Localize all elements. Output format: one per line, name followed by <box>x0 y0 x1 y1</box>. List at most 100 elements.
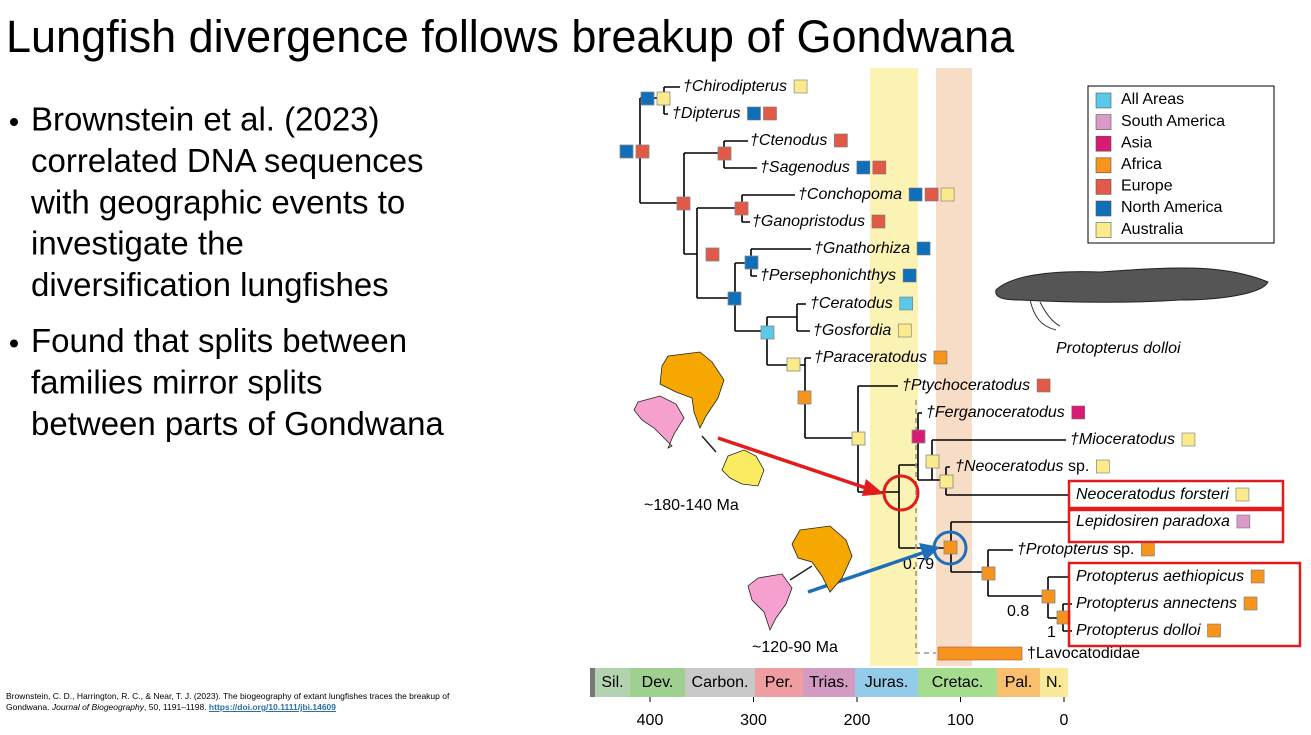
legend-label: South America <box>1121 113 1225 130</box>
tip-name: †Dipterus <box>672 105 740 122</box>
period-label: Pal. <box>1005 674 1033 691</box>
legend-label: Australia <box>1121 221 1183 238</box>
bullet-line: with geographic events to <box>30 183 405 220</box>
period-box <box>855 668 918 697</box>
tip-name: †Mioceratodus <box>1070 431 1175 448</box>
tip-name: †Ctenodus <box>750 132 827 149</box>
area-square <box>1096 459 1110 474</box>
bullet-line: Found that splits between <box>31 322 407 359</box>
tip-name: †Conchopoma <box>798 186 902 203</box>
tip-label: Protopterus annectens <box>1076 595 1237 612</box>
tip-name: †Sagenodus <box>760 159 850 176</box>
period-box <box>997 668 1040 697</box>
bullet-line: diversification lungfishes <box>31 266 389 303</box>
legend-swatch <box>1095 200 1112 217</box>
tip-name: †Ganopristodus <box>752 213 865 230</box>
tip-name: †Ptychoceratodus <box>902 377 1030 394</box>
area-square <box>940 187 955 202</box>
period-box <box>685 668 755 697</box>
tip-label: †Sagenodus <box>760 159 850 176</box>
tip-label: †Ganopristodus <box>752 213 865 230</box>
tip-label: †Dipterus <box>672 105 740 122</box>
tip-name: †Gnathorhiza <box>814 240 910 257</box>
tip-label: †Chirodipterus <box>683 78 787 95</box>
tip-label: †Ceratodus <box>810 295 893 312</box>
period-box <box>755 668 803 697</box>
tip-label: †Gnathorhiza <box>814 240 910 257</box>
bullet-line: families mirror splits <box>31 364 323 401</box>
axis-tick-label: 200 <box>844 712 871 729</box>
legend-swatch <box>1095 92 1112 109</box>
bullet-dot <box>10 339 18 348</box>
period-box <box>803 668 855 697</box>
citation-doi[interactable]: https://doi.org/10.1111/jbi.14609 <box>208 702 337 712</box>
area-square <box>747 106 761 121</box>
tip-name: Protopterus dolloi <box>1076 622 1201 639</box>
area-square <box>933 350 948 365</box>
support-value: 1 <box>1047 624 1056 641</box>
area-square <box>1243 596 1258 611</box>
bullet-line: correlated DNA sequences <box>31 142 424 179</box>
area-square <box>908 187 923 202</box>
area-square <box>1181 432 1196 447</box>
tip-suffix: sp. <box>1113 541 1134 558</box>
legend-swatch <box>1095 222 1112 238</box>
area-square <box>899 296 914 311</box>
area-square <box>1141 542 1155 557</box>
tip-label: †Neoceratodus sp. <box>955 458 1089 475</box>
period-label: Carbon. <box>692 674 749 691</box>
tip-name: †Protopterus <box>1017 541 1109 558</box>
period-base <box>590 668 595 697</box>
tip-label: †Ferganoceratodus <box>926 404 1065 421</box>
axis-tick-label: 400 <box>637 712 664 729</box>
tip-label: †Paraceratodus <box>814 349 927 366</box>
tip-name: †Ferganoceratodus <box>926 404 1065 421</box>
tip-label: †Persephonichthys <box>760 267 896 284</box>
tip-label: †Gosfordia <box>813 322 891 339</box>
highlights <box>717 436 1302 648</box>
tip-name: Protopterus annectens <box>1076 595 1237 612</box>
tip-name: †Persephonichthys <box>760 267 896 284</box>
map-caption: ~120-90 Ma <box>752 639 838 656</box>
maps <box>633 351 853 632</box>
legend-label: North America <box>1121 199 1222 216</box>
cretaceous-band <box>936 68 972 666</box>
period-label: Dev. <box>642 674 674 691</box>
tips: †Chirodipterus †Dipterus †Ctenodus †Sagenod… <box>672 78 1265 639</box>
tip-label: Lepidosiren paradoxa <box>1076 513 1230 530</box>
bullet-list: Brownstein et al. (2023) correlated DNA s… <box>10 101 444 442</box>
tip-name: Protopterus aethiopicus <box>1076 568 1244 585</box>
legend-swatch <box>1095 179 1112 195</box>
bullet-line: Brownstein et al. (2023) <box>31 101 380 138</box>
slide-title: Lungfish divergence follows breakup of G… <box>6 11 1015 62</box>
period-label: Juras. <box>865 674 909 691</box>
area-square <box>1071 405 1086 420</box>
tip-label: †Protopterus sp. <box>1017 541 1134 558</box>
period-box <box>918 668 997 697</box>
area-square <box>1250 569 1265 584</box>
legend-swatch <box>1095 114 1112 130</box>
map-caption: ~180-140 Ma <box>644 497 739 514</box>
area-square <box>793 79 808 94</box>
period-label: Sil. <box>601 674 623 691</box>
legend-label: Africa <box>1121 156 1162 173</box>
citation-details: , 50, 1191–1198. <box>144 702 209 712</box>
legend-swatch <box>1095 135 1112 152</box>
period-label: Per. <box>765 674 793 691</box>
tip-label: †Ptychoceratodus <box>902 377 1030 394</box>
area-square <box>872 160 887 175</box>
axis-tick-label: 0 <box>1060 712 1069 729</box>
area-square <box>763 106 777 121</box>
area-square <box>924 187 939 202</box>
fish-image <box>995 267 1269 303</box>
area-square <box>916 241 931 256</box>
legend-swatch <box>1095 157 1112 174</box>
fish-fins <box>1029 299 1061 331</box>
outgroup-label: †Lavocatodidae <box>1027 645 1140 662</box>
period-box <box>595 668 630 697</box>
period-label: Cretac. <box>932 674 984 691</box>
citation-text: Brownstein, C. D., Harrington, R. C., & … <box>6 691 450 712</box>
tip-label: Protopterus aethiopicus <box>1076 568 1244 585</box>
tip-label: Neoceratodus forsteri <box>1076 486 1229 503</box>
jurassic-band <box>870 68 918 666</box>
